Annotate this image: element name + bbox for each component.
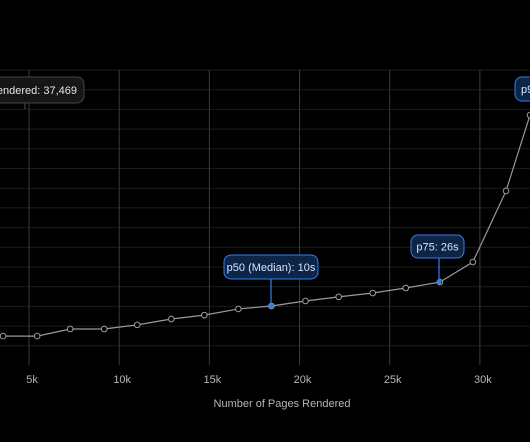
point (526, 111, 530, 119)
annotation-box (223, 254, 319, 280)
annotation-text: s rendered: 37,469 (0, 85, 77, 97)
point (168, 315, 175, 323)
point (33, 332, 41, 340)
point (369, 289, 377, 297)
point (66, 325, 74, 333)
point (469, 258, 477, 266)
x-tick-label: 30k (474, 374, 492, 386)
annotation-box (514, 76, 530, 102)
annotation: p9 (514, 76, 530, 102)
x-axis-label: Number of Pages Rendered (214, 398, 351, 410)
point (133, 321, 141, 329)
annotation-dot (436, 279, 442, 285)
point (0, 332, 7, 340)
x-tick-label: 15k (203, 374, 221, 386)
x-tick-label: 25k (384, 374, 402, 386)
annotation: p75: 26s (410, 234, 465, 285)
annotation: p50 (Median): 10s (223, 254, 319, 309)
point (402, 284, 410, 292)
point (502, 187, 510, 195)
annotation-text: p50 (Median): 10s (227, 262, 316, 274)
x-tick-label: 10k (113, 374, 131, 386)
annotation-dot (268, 303, 274, 309)
annotation-text: p75: 26s (416, 241, 459, 253)
point (302, 297, 309, 305)
point (235, 305, 242, 313)
x-tick-label: 20k (294, 374, 312, 386)
annotation-box (0, 76, 85, 104)
point (100, 325, 108, 333)
annotation: s rendered: 37,469 (0, 76, 85, 109)
annotation-box (410, 234, 465, 259)
annotation-text: p9 (521, 84, 530, 96)
x-tick-label: 5k (26, 374, 38, 386)
point (335, 293, 342, 301)
point (201, 311, 208, 319)
